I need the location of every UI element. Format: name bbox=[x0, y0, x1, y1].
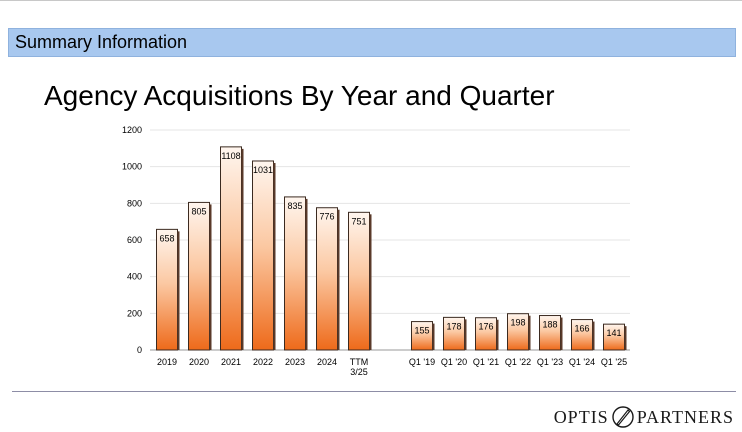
bar bbox=[284, 196, 306, 351]
x-tick-label: 2021 bbox=[221, 357, 241, 367]
section-header-bar: Summary Information bbox=[8, 28, 736, 57]
data-label: 805 bbox=[191, 206, 206, 216]
x-tick-label: 2020 bbox=[189, 357, 209, 367]
x-tick-label: Q1 '21 bbox=[473, 357, 499, 367]
x-tick-label: 3/25 bbox=[350, 367, 368, 377]
bar-shadow bbox=[432, 323, 435, 350]
bar-shadow bbox=[241, 148, 244, 350]
quill-emblem-icon bbox=[612, 406, 634, 428]
x-tick-label: 2022 bbox=[253, 357, 273, 367]
optis-partners-logo: OPTIS PARTNERS bbox=[554, 405, 734, 429]
data-label: 776 bbox=[319, 212, 334, 222]
bar-shadow bbox=[369, 214, 372, 350]
x-tick-label: Q1 '19 bbox=[409, 357, 435, 367]
data-label: 658 bbox=[159, 233, 174, 243]
x-tick-label: 2023 bbox=[285, 357, 305, 367]
data-label: 155 bbox=[414, 326, 429, 336]
data-label: 141 bbox=[606, 328, 621, 338]
slide-title: Agency Acquisitions By Year and Quarter bbox=[44, 80, 555, 111]
x-tick-label: Q1 '25 bbox=[601, 357, 627, 367]
bar-shadow bbox=[624, 326, 627, 350]
bar-shadow bbox=[337, 209, 340, 350]
data-label: 198 bbox=[510, 318, 525, 328]
y-tick-label: 800 bbox=[127, 198, 142, 208]
x-tick-label: TTM bbox=[350, 357, 369, 367]
data-label: 751 bbox=[351, 216, 366, 226]
y-tick-label: 200 bbox=[127, 308, 142, 318]
x-tick-label: Q1 '22 bbox=[505, 357, 531, 367]
logo-text-right: PARTNERS bbox=[636, 406, 734, 427]
data-label: 188 bbox=[542, 320, 557, 330]
y-tick-label: 600 bbox=[127, 235, 142, 245]
data-label: 176 bbox=[478, 322, 493, 332]
y-tick-label: 400 bbox=[127, 272, 142, 282]
bar bbox=[252, 160, 274, 351]
bar-shadow bbox=[560, 317, 563, 350]
top-rule bbox=[0, 0, 742, 1]
bar bbox=[220, 146, 242, 351]
bar-shadow bbox=[528, 315, 531, 350]
y-tick-label: 1000 bbox=[122, 162, 142, 172]
x-tick-label: Q1 '24 bbox=[569, 357, 595, 367]
data-label: 178 bbox=[446, 321, 461, 331]
bar-shadow bbox=[464, 319, 467, 350]
y-axis: 0 200 400 600 800 1000 1200 bbox=[122, 125, 142, 355]
data-label: 166 bbox=[574, 324, 589, 334]
data-label: 835 bbox=[287, 201, 302, 211]
bar bbox=[316, 207, 338, 351]
footer-rule bbox=[12, 391, 736, 392]
bar-shadow bbox=[177, 231, 180, 350]
bar bbox=[348, 211, 370, 351]
bar bbox=[188, 201, 210, 351]
logo-text-left: OPTIS bbox=[553, 406, 609, 427]
bar-shadow bbox=[592, 321, 595, 350]
x-tick-label: 2024 bbox=[317, 357, 337, 367]
bar-shadow bbox=[496, 319, 499, 350]
bar bbox=[156, 228, 178, 351]
y-tick-label: 1200 bbox=[122, 125, 142, 135]
bar-shadow bbox=[273, 162, 276, 350]
bar-shadow bbox=[209, 204, 212, 350]
x-tick-label: 2019 bbox=[157, 357, 177, 367]
bars: 658 805 1108 1031 835 776 751 155 178 176 198 188 16… bbox=[156, 146, 627, 351]
x-tick-label: Q1 '23 bbox=[537, 357, 563, 367]
x-tick-label: Q1 '20 bbox=[441, 357, 467, 367]
acquisitions-bar-chart: 0 200 400 600 800 1000 1200 658 805 1108 1031 835 7… bbox=[122, 125, 630, 377]
y-tick-label: 0 bbox=[137, 345, 142, 355]
bar-shadow bbox=[305, 198, 308, 350]
data-label: 1108 bbox=[221, 151, 240, 161]
data-label: 1031 bbox=[253, 165, 273, 175]
